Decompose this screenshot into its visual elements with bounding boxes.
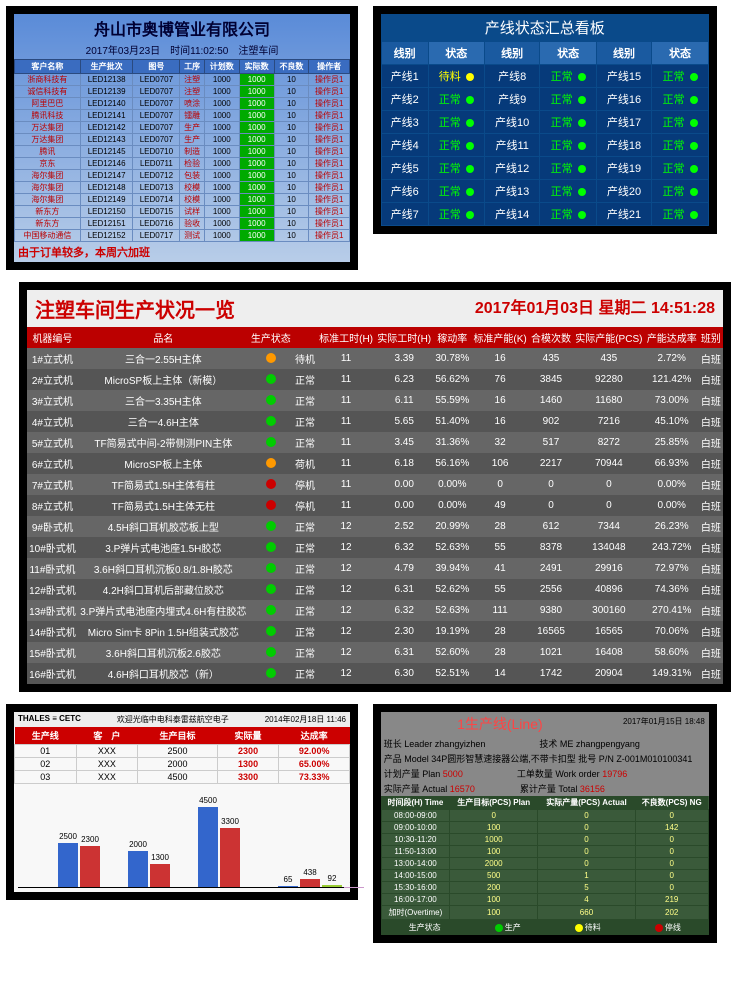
p5-legend: 生产状态 生产 待料 停线 <box>381 920 709 935</box>
col-header: 图号 <box>133 60 180 74</box>
p1-footer: 由于订单较多，本周六加班 <box>14 242 350 262</box>
chart-bar <box>80 846 100 887</box>
p4-welcome: 欢迎光临中电科泰雷兹航空电子 <box>117 714 229 725</box>
panel-thales: THALES ≡ CETC 欢迎光临中电科泰雷兹航空电子 2014年02月18日… <box>6 704 358 900</box>
p4-chart: 250023002000130045003300654389223 <box>18 788 346 888</box>
p3-table: 机器编号品名生产状态标准工时(H)实际工时(H)稼动率标准产能(K)合模次数实际… <box>27 327 723 684</box>
panel-line1: 1生产线(Line)2017年01月15日 18:48 班长 Leader zh… <box>373 704 717 943</box>
col-header: 实际数 <box>239 60 274 74</box>
p3-header: 注塑车间生产状况一览 2017年01月03日 星期二 14:51:28 <box>27 290 723 327</box>
p5-info: 班长 Leader zhangyizhen 技术 ME zhangpengyan… <box>381 736 709 796</box>
p4-datetime: 2014年02月18日 11:46 <box>265 714 346 725</box>
panel-line-status: 产线状态汇总看板 线别状态线别状态线别状态产线1待料 产线8正常 产线15正常 … <box>373 6 717 234</box>
chart-bar <box>220 828 240 887</box>
p4-topbar: THALES ≡ CETC 欢迎光临中电科泰雷兹航空电子 2014年02月18日… <box>14 712 350 727</box>
panel-injection-workshop: 舟山市奥博管业有限公司 2017年03月23日 时间11:02:50 注塑车间 … <box>6 6 358 270</box>
col-header: 客户名称 <box>15 60 81 74</box>
p1-table: 客户名称生产批次图号工序计划数实际数不良数操作者浙商科技有LED12138LED… <box>14 59 350 242</box>
p3-title: 注塑车间生产状况一览 <box>35 294 235 323</box>
chart-bar <box>198 807 218 887</box>
p4-brand: THALES ≡ CETC <box>18 714 81 725</box>
p2-title: 产线状态汇总看板 <box>381 14 709 41</box>
p5-title: 1生产线(Line) <box>381 712 619 736</box>
chart-bar <box>278 886 298 887</box>
chart-bar <box>58 843 78 887</box>
col-header: 工序 <box>180 60 205 74</box>
chart-bar <box>128 851 148 887</box>
p5-table: 时间段(H) Time生产目标(PCS) Plan实际产量(PCS) Actua… <box>381 796 709 920</box>
panel-production-overview: 注塑车间生产状况一览 2017年01月03日 星期二 14:51:28 机器编号… <box>19 282 731 692</box>
p2-table: 线别状态线别状态线别状态产线1待料 产线8正常 产线15正常 产线2正常 产线9… <box>381 41 709 226</box>
p1-title: 舟山市奥博管业有限公司 <box>14 14 350 42</box>
p4-table: 生产线客 户生产目标实际量达成率01XXX2500230092.00%02XXX… <box>14 727 350 784</box>
p1-subtitle: 2017年03月23日 时间11:02:50 注塑车间 <box>14 42 350 59</box>
chart-bar <box>150 864 170 887</box>
chart-bar <box>300 879 320 887</box>
p5-datetime: 2017年01月15日 18:48 <box>619 712 709 736</box>
col-header: 不良数 <box>274 60 309 74</box>
col-header: 操作者 <box>309 60 350 74</box>
col-header: 计划数 <box>204 60 239 74</box>
p3-datetime: 2017年01月03日 星期二 14:51:28 <box>475 294 715 323</box>
chart-bar <box>322 885 342 887</box>
col-header: 生产批次 <box>80 60 133 74</box>
